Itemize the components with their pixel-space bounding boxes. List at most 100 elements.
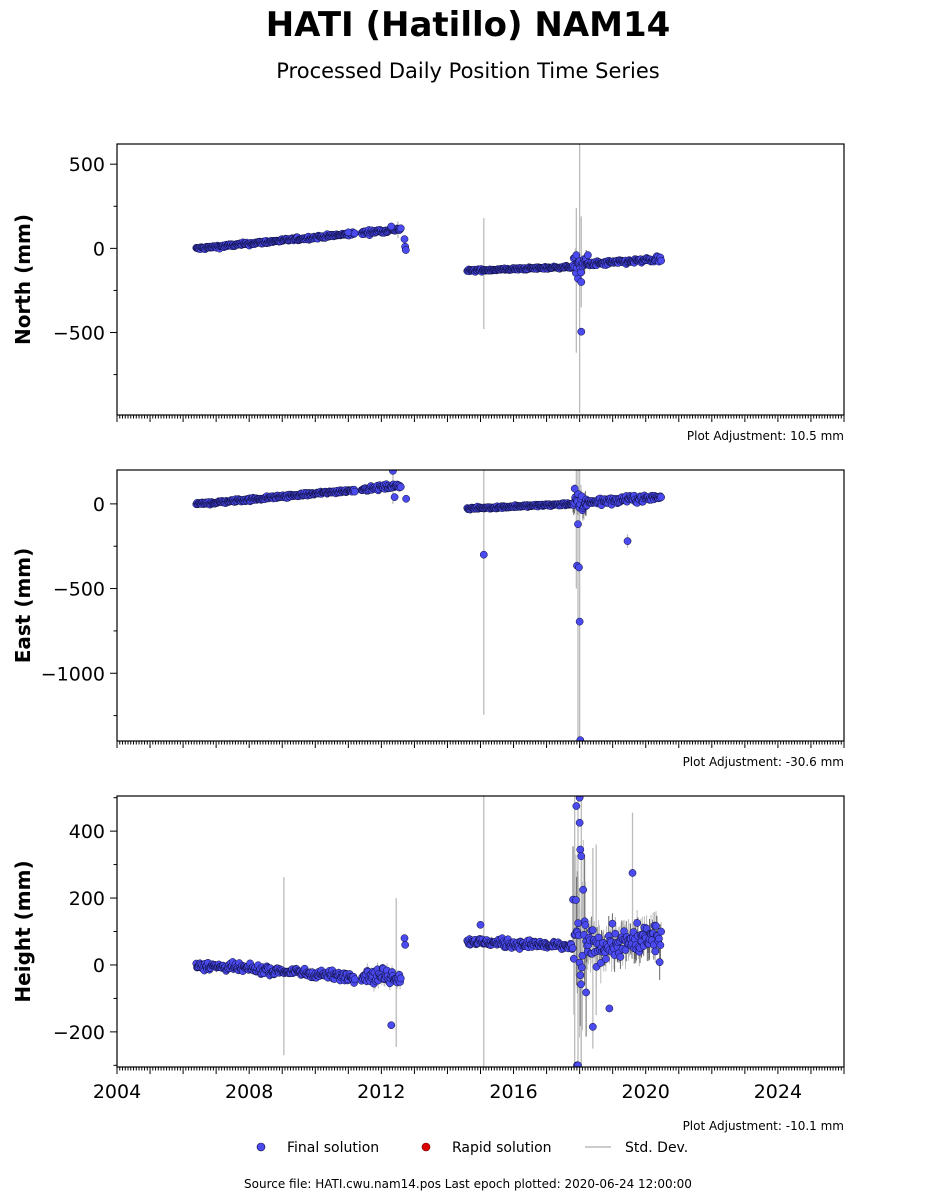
y-tick-label: −200 [53,1022,105,1044]
plot-frame [116,143,845,416]
stddev-group [195,144,662,414]
data-point-outlier [570,484,579,493]
y-ticks [110,797,117,1066]
data-point [656,941,665,950]
data-point [396,224,405,233]
chart-title: HATI (Hatillo) NAM14 [266,5,671,45]
data-point [633,919,641,927]
x-tick-label: 2012 [357,1081,405,1103]
y-tick-label: −500 [53,579,105,601]
y-tick-label: 0 [93,955,105,977]
data-point-outlier [623,537,632,545]
data-point [655,934,663,943]
x-tick-label: 2004 [93,1081,141,1103]
data-point [616,953,625,961]
y-tick-label: 0 [93,494,105,516]
points-group [192,796,665,1067]
data-point-outlier [577,278,586,286]
x-tick-label: 2008 [225,1081,273,1103]
data-point [657,493,665,502]
x-ticks [116,741,845,748]
data-point [652,922,660,930]
plot-frame [116,795,845,1068]
data-point [396,974,405,983]
data-point [577,963,586,972]
data-point [657,256,665,265]
plot-adjustment-note: Plot Adjustment: -10.1 mm [683,1119,844,1133]
y-tick-label: 0 [93,238,105,260]
data-point [569,954,578,963]
data-point-outlier [387,222,396,231]
y-tick-label: 500 [69,154,105,176]
points-group [192,470,665,741]
data-point-outlier [389,470,397,475]
legend-final-label: Final solution [287,1140,379,1156]
data-point-outlier [575,796,584,802]
data-point [396,483,405,491]
data-point-outlier [390,493,399,501]
data-point [574,919,582,927]
data-point-outlier [574,520,582,529]
data-point-outlier [576,845,585,854]
y-tick-label: −500 [53,323,105,345]
data-point [578,951,587,960]
data-point-outlier [584,251,592,259]
data-point-outlier [479,550,488,559]
data-point [577,980,585,989]
legend-rapid-label: Rapid solution [452,1140,552,1156]
data-point-outlier [577,327,586,336]
y-ticks [110,503,117,717]
data-point-outlier [400,235,409,243]
x-tick-label: 2024 [754,1081,802,1103]
data-point [579,885,588,894]
plot-adjustment-note: Plot Adjustment: 10.5 mm [687,429,844,443]
data-point [611,929,620,938]
data-point [350,487,359,496]
data-point-outlier [589,1023,597,1031]
legend: Final solution Rapid solution Std. Dev. [256,1140,688,1156]
data-point [350,975,359,984]
stddev-group [195,470,662,741]
x-ticks [116,415,845,422]
panel-3: 2004 2008 2012 2016 2020 2024 400 200 0 −200 Heigh… [11,795,845,1133]
data-point-outlier [572,251,581,259]
panels-group: 500 0 −500 North (mm) Plot Adjustment: 10.5 … [11,143,845,1133]
y-axis-label: Height (mm) [11,860,35,1002]
data-point [581,921,590,929]
data-point-outlier [576,736,585,741]
data-point [602,955,610,963]
data-point-outlier [402,494,410,503]
panel-2: 0 −500 −1000 East (mm) Plot Adjustment: -30.… [11,469,845,769]
data-point-outlier [401,246,410,254]
x-tick-label: 2016 [489,1081,537,1103]
data-point [568,944,577,953]
data-point-outlier [387,1021,396,1030]
data-point-outlier [628,869,637,877]
data-point [350,229,359,238]
data-point [588,926,597,934]
data-point [596,959,605,967]
data-point-outlier [574,1061,582,1067]
data-point [572,896,580,904]
legend-rapid-marker [421,1142,431,1152]
y-axis-label: East (mm) [11,548,35,664]
data-point [657,927,665,936]
x-ticks [116,1067,845,1074]
data-point-outlier [401,941,410,949]
data-point [608,919,617,928]
y-ticks [110,163,117,376]
data-point [651,947,660,956]
y-tick-label: 400 [69,821,105,843]
y-tick-label: 200 [69,888,105,910]
data-point [582,988,590,997]
y-axis-label: North (mm) [11,214,35,345]
data-point-outlier [605,1004,614,1013]
data-point [576,971,585,980]
data-point-outlier [572,802,581,810]
panel-1: 500 0 −500 North (mm) Plot Adjustment: 10.5 … [11,143,845,443]
legend-stddev-label: Std. Dev. [625,1140,688,1156]
data-point-outlier [575,818,584,827]
data-point-outlier [400,934,409,943]
chart-subtitle: Processed Daily Position Time Series [276,59,660,83]
